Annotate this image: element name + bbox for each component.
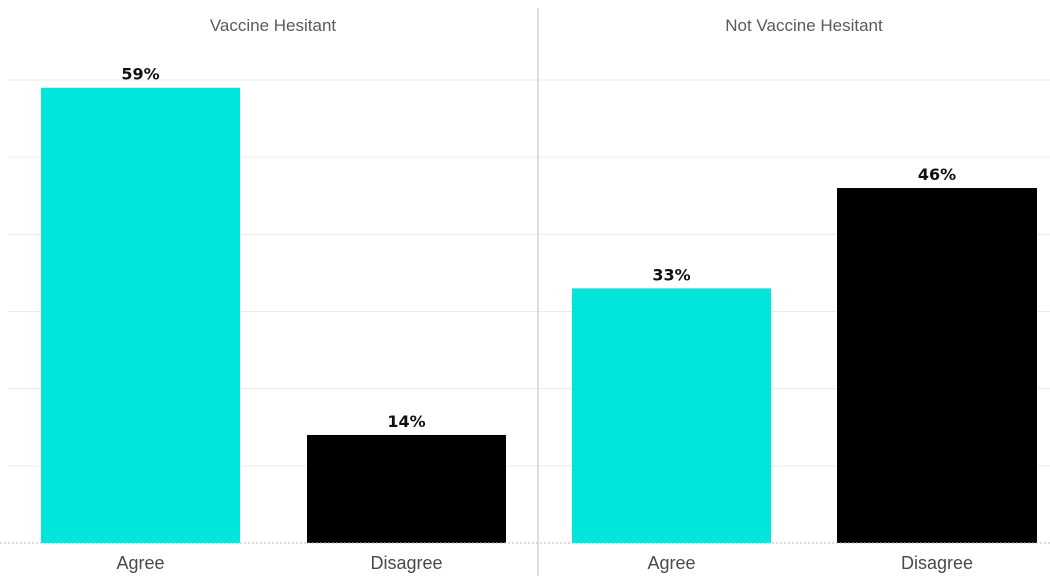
data-label: 33%: [652, 265, 690, 284]
panel-vaccine-hesitant: Vaccine Hesitant 59% Agree 14% Disagree: [41, 16, 506, 573]
x-tick-label: Agree: [116, 553, 164, 573]
x-tick-label: Disagree: [901, 553, 973, 573]
data-label: 59%: [121, 65, 159, 84]
x-tick-label: Agree: [647, 553, 695, 573]
panel-not-vaccine-hesitant: Not Vaccine Hesitant 33% Agree 46% Disagree: [572, 16, 1037, 573]
data-label: 46%: [918, 165, 956, 184]
x-tick-label: Disagree: [370, 553, 442, 573]
bar-disagree: [837, 188, 1037, 544]
bar-disagree: [307, 434, 506, 543]
data-label: 14%: [387, 412, 425, 431]
panel-title: Not Vaccine Hesitant: [725, 16, 883, 35]
panel-title: Vaccine Hesitant: [210, 16, 337, 35]
bar-agree: [572, 288, 771, 543]
bar-agree: [41, 87, 240, 543]
